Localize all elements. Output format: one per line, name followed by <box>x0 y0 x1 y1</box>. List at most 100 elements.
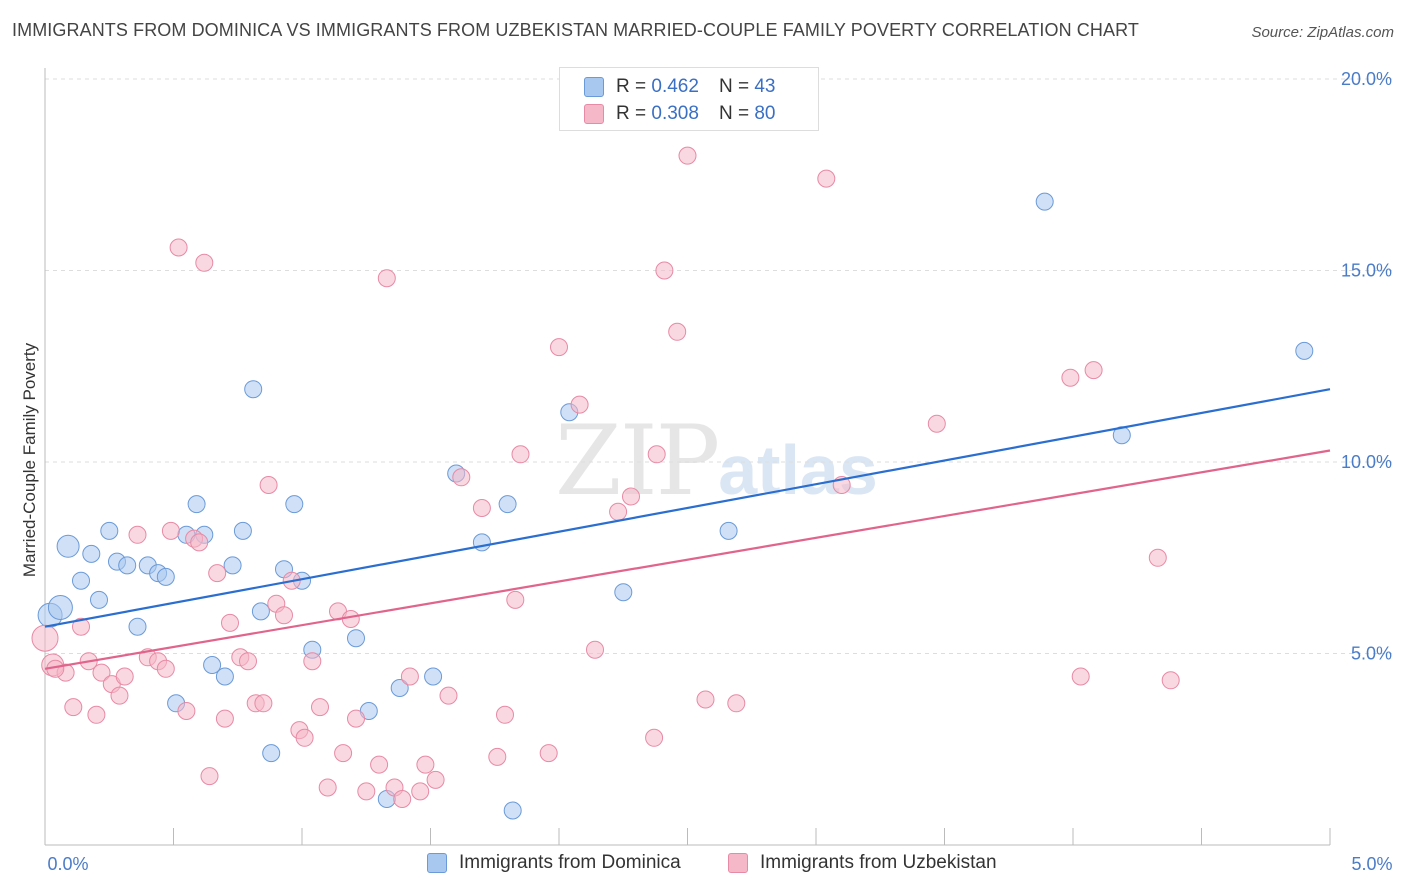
y-tick-label: 10.0% <box>1341 452 1392 472</box>
uzbekistan-point <box>370 755 389 774</box>
dominica-point <box>244 380 263 399</box>
uzbekistan-point <box>1161 671 1180 690</box>
uzbekistan-point <box>1061 368 1080 387</box>
uzbekistan-point <box>215 709 234 728</box>
y-tick-label: 15.0% <box>1341 261 1392 281</box>
uzbekistan-point <box>927 414 946 433</box>
uzbekistan-point <box>817 169 836 188</box>
uzbekistan-point <box>87 705 106 724</box>
dominica-point <box>498 495 517 514</box>
stats-legend: R = 0.462 N = 43 R = 0.308 N = 80 <box>559 67 819 131</box>
uzbekistan-point <box>647 445 666 464</box>
uzbekistan-point <box>64 698 83 717</box>
r-value: 0.308 <box>651 103 699 124</box>
dominica-point <box>100 521 119 540</box>
uzbekistan-point <box>678 146 697 165</box>
uzbekistan-point <box>156 659 175 678</box>
uzbekistan-point <box>31 624 59 652</box>
uzbekistan-point <box>416 755 435 774</box>
uzbekistan-point <box>92 663 111 682</box>
legend-item-dominica[interactable]: Immigrants from Dominica <box>427 852 681 874</box>
uzbekistan-point <box>645 728 664 747</box>
dominica-point <box>251 602 270 621</box>
uzbekistan-point <box>334 744 353 763</box>
uzbekistan-point <box>239 652 257 671</box>
trend-layer <box>44 388 1331 670</box>
dominica-point <box>203 656 222 674</box>
n-value: 43 <box>754 76 776 97</box>
uzbekistan-point <box>303 652 322 671</box>
source-label: Source: ZipAtlas.com <box>1251 24 1394 41</box>
r-label: R = <box>616 76 647 97</box>
uzbekistan-point <box>169 238 188 257</box>
dominica-point <box>156 567 175 586</box>
uzbekistan-point <box>622 487 640 506</box>
uzbekistan-point <box>72 617 90 636</box>
dominica-point <box>424 667 443 686</box>
legend-row-uzbekistan: R = 0.308 N = 80 <box>584 102 775 126</box>
dominica-point <box>347 629 365 648</box>
n-label: N = <box>718 76 750 97</box>
uzbekistan-point <box>195 253 214 272</box>
dominica-point <box>47 595 73 620</box>
dominica-point <box>614 583 633 602</box>
dominica-point <box>233 521 252 540</box>
point-layer <box>31 146 1314 820</box>
dominica-point <box>223 556 242 575</box>
uzbekistan-point <box>377 269 396 288</box>
dominica-point <box>1035 192 1054 211</box>
axis-layer <box>44 68 1331 846</box>
uzbekistan-point <box>426 770 445 789</box>
watermark-atlas: atlas <box>718 431 878 509</box>
uzbekistan-point <box>200 767 219 786</box>
x-tick-label: 0.0% <box>47 854 88 874</box>
uzbekistan-point <box>570 395 589 414</box>
uzbekistan-point <box>393 790 412 808</box>
uzbekistan-point <box>696 690 715 709</box>
dominica-point <box>187 495 206 514</box>
uzbekistan-point <box>221 613 239 632</box>
uzbekistan-point <box>506 590 525 609</box>
uzbekistan-legend-swatch <box>728 853 748 873</box>
y-tick-label: 20.0% <box>1341 69 1392 89</box>
y-tick-label: 5.0% <box>1351 644 1392 664</box>
uzbekistan-point <box>341 610 360 628</box>
uzbekistan-point <box>128 525 147 544</box>
dominica-point <box>285 495 304 514</box>
uzbekistan-point <box>400 667 419 686</box>
uzbekistan-point <box>539 744 558 763</box>
dominica-point <box>262 744 281 763</box>
uzbekistan-point <box>472 499 491 517</box>
uzbekistan-point <box>254 694 273 713</box>
legend-label-dominica: Immigrants from Dominica <box>459 852 681 873</box>
uzbekistan-point <box>259 476 278 494</box>
dominica-legend-swatch <box>427 853 447 873</box>
dominica-point <box>215 667 234 686</box>
dominica-point <box>390 679 409 697</box>
grid-layer <box>45 78 1392 654</box>
uzbekistan-swatch <box>584 104 604 124</box>
uzbekistan-point <box>1071 667 1090 686</box>
uzbekistan-point <box>727 694 746 713</box>
uzbekistan-point <box>208 564 227 583</box>
uzbekistan-point <box>550 338 568 357</box>
uzbekistan-point <box>586 640 604 659</box>
legend-item-uzbekistan[interactable]: Immigrants from Uzbekistan <box>728 852 997 874</box>
dominica-point <box>128 617 147 636</box>
uzbekistan-point <box>110 686 129 705</box>
r-value: 0.462 <box>651 76 699 97</box>
dominica-point <box>472 533 491 552</box>
x-tick-label: 5.0% <box>1351 854 1392 874</box>
uzbekistan-point <box>439 686 458 705</box>
legend-label-uzbekistan: Immigrants from Uzbekistan <box>760 852 997 873</box>
dominica-point <box>719 521 738 540</box>
dominica-point <box>503 801 522 820</box>
uzbekistan-point <box>511 445 530 464</box>
uzbekistan-point <box>496 705 514 724</box>
dominica-point <box>118 556 137 575</box>
uzbekistan-point <box>177 702 196 720</box>
uzbekistan-point <box>318 778 337 797</box>
dominica-trend-line <box>44 388 1331 628</box>
uzbekistan-point <box>161 521 180 540</box>
uzbekistan-point <box>347 709 365 728</box>
